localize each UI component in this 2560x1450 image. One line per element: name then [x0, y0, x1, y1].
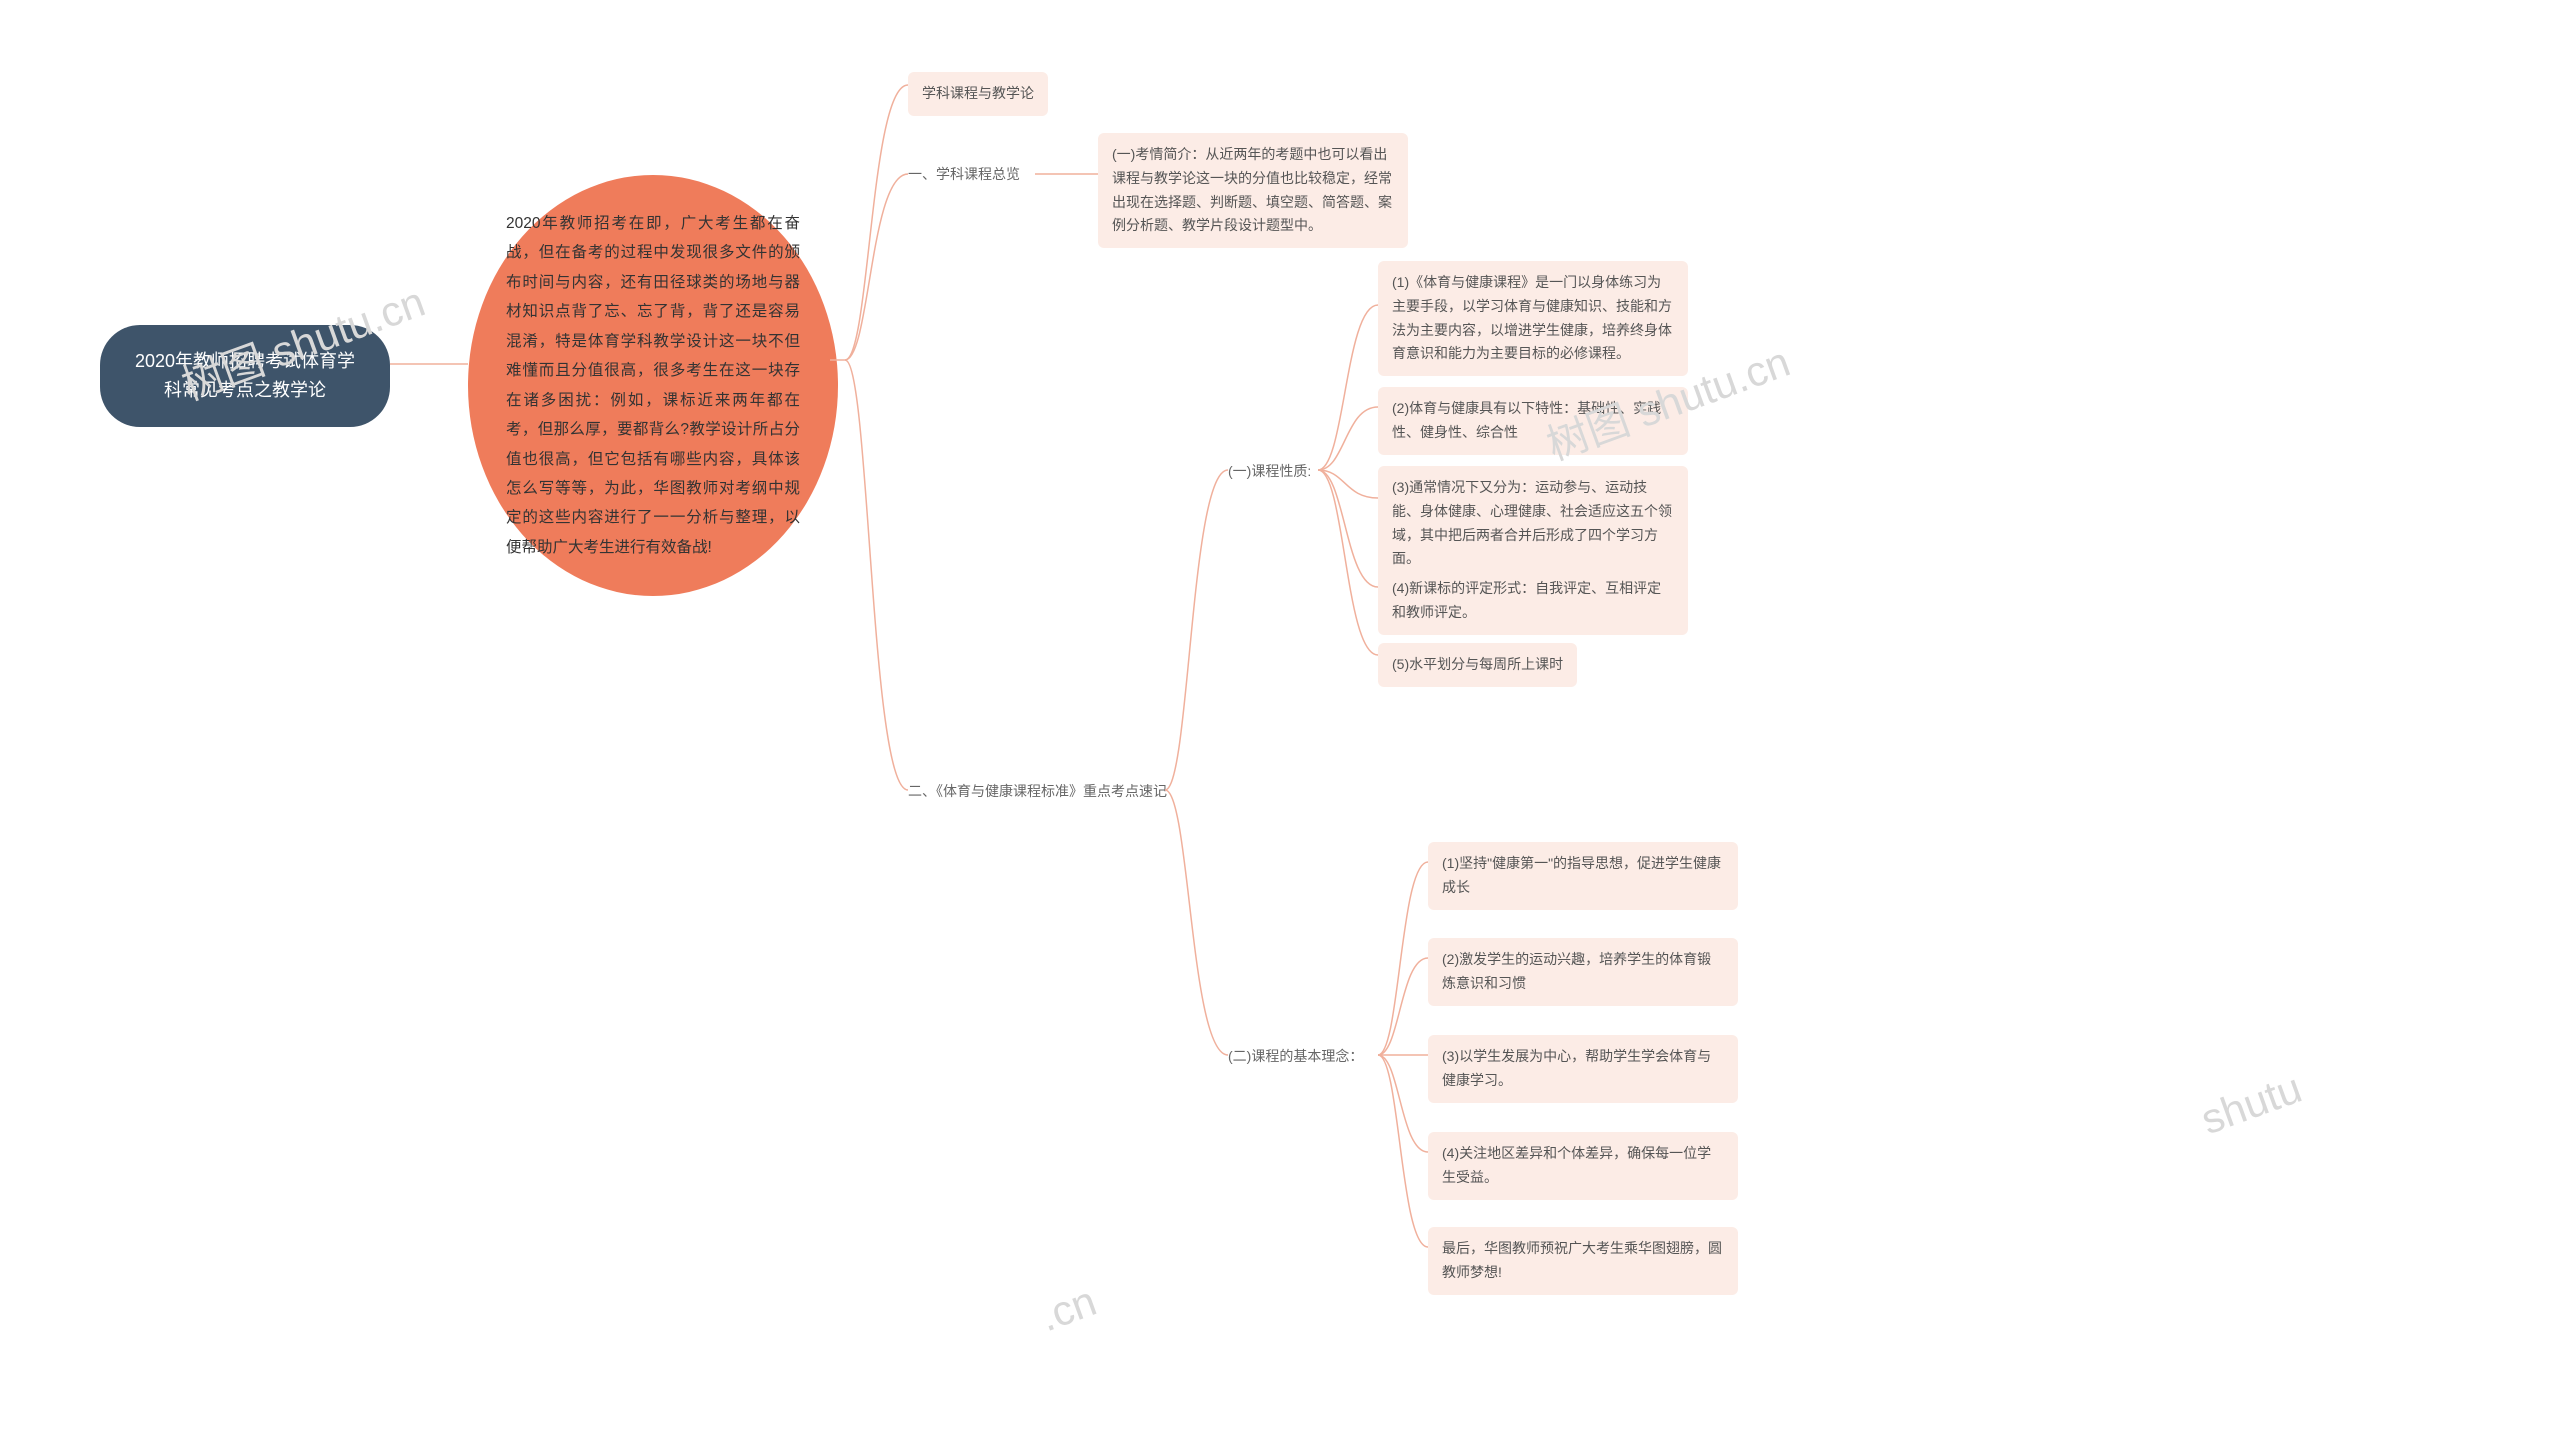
mindmap-canvas: 树图 shutu.cn 树图 shutu.cn .cn shutu	[0, 0, 2560, 1450]
connectors	[0, 0, 2560, 1450]
